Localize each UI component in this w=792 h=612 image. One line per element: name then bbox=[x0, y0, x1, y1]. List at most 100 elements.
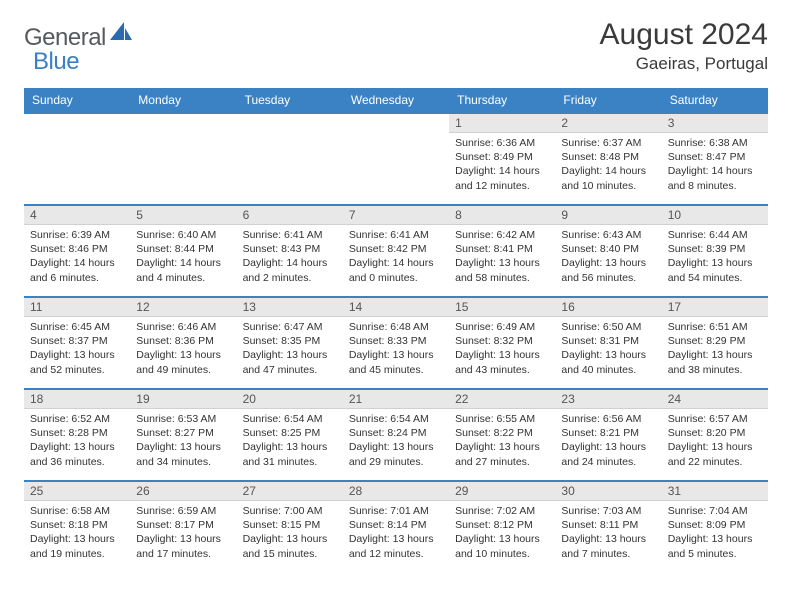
day-cell bbox=[24, 113, 130, 205]
day-content: Sunrise: 6:37 AMSunset: 8:48 PMDaylight:… bbox=[555, 133, 661, 197]
day-number: 20 bbox=[237, 390, 343, 409]
day-line-dl1: Daylight: 13 hours bbox=[668, 256, 762, 270]
day-line-ss: Sunset: 8:47 PM bbox=[668, 150, 762, 164]
day-content: Sunrise: 6:49 AMSunset: 8:32 PMDaylight:… bbox=[449, 317, 555, 381]
day-content: Sunrise: 6:51 AMSunset: 8:29 PMDaylight:… bbox=[662, 317, 768, 381]
day-line-sr: Sunrise: 6:47 AM bbox=[243, 320, 337, 334]
day-line-sr: Sunrise: 6:37 AM bbox=[561, 136, 655, 150]
day-line-sr: Sunrise: 6:58 AM bbox=[30, 504, 124, 518]
day-content: Sunrise: 6:40 AMSunset: 8:44 PMDaylight:… bbox=[130, 225, 236, 289]
day-content: Sunrise: 6:38 AMSunset: 8:47 PMDaylight:… bbox=[662, 133, 768, 197]
day-line-sr: Sunrise: 6:39 AM bbox=[30, 228, 124, 242]
day-line-dl1: Daylight: 13 hours bbox=[136, 532, 230, 546]
week-row: 18Sunrise: 6:52 AMSunset: 8:28 PMDayligh… bbox=[24, 389, 768, 481]
day-cell: 8Sunrise: 6:42 AMSunset: 8:41 PMDaylight… bbox=[449, 205, 555, 297]
day-line-dl1: Daylight: 13 hours bbox=[30, 532, 124, 546]
day-cell bbox=[130, 113, 236, 205]
day-number: 12 bbox=[130, 298, 236, 317]
day-content: Sunrise: 6:44 AMSunset: 8:39 PMDaylight:… bbox=[662, 225, 768, 289]
day-number: 2 bbox=[555, 114, 661, 133]
day-line-dl1: Daylight: 13 hours bbox=[668, 440, 762, 454]
day-line-ss: Sunset: 8:17 PM bbox=[136, 518, 230, 532]
day-number: 4 bbox=[24, 206, 130, 225]
day-line-dl1: Daylight: 13 hours bbox=[243, 348, 337, 362]
day-line-dl2: and 0 minutes. bbox=[349, 271, 443, 285]
day-line-ss: Sunset: 8:24 PM bbox=[349, 426, 443, 440]
day-line-ss: Sunset: 8:09 PM bbox=[668, 518, 762, 532]
day-content: Sunrise: 7:00 AMSunset: 8:15 PMDaylight:… bbox=[237, 501, 343, 565]
day-line-dl2: and 24 minutes. bbox=[561, 455, 655, 469]
day-line-ss: Sunset: 8:37 PM bbox=[30, 334, 124, 348]
day-number: 31 bbox=[662, 482, 768, 501]
day-cell: 15Sunrise: 6:49 AMSunset: 8:32 PMDayligh… bbox=[449, 297, 555, 389]
day-line-dl1: Daylight: 13 hours bbox=[455, 256, 549, 270]
day-line-ss: Sunset: 8:39 PM bbox=[668, 242, 762, 256]
day-line-ss: Sunset: 8:18 PM bbox=[30, 518, 124, 532]
day-cell: 13Sunrise: 6:47 AMSunset: 8:35 PMDayligh… bbox=[237, 297, 343, 389]
day-content: Sunrise: 6:54 AMSunset: 8:25 PMDaylight:… bbox=[237, 409, 343, 473]
day-line-ss: Sunset: 8:42 PM bbox=[349, 242, 443, 256]
day-cell: 26Sunrise: 6:59 AMSunset: 8:17 PMDayligh… bbox=[130, 481, 236, 573]
day-line-dl2: and 7 minutes. bbox=[561, 547, 655, 561]
day-line-sr: Sunrise: 6:44 AM bbox=[668, 228, 762, 242]
day-content: Sunrise: 7:02 AMSunset: 8:12 PMDaylight:… bbox=[449, 501, 555, 565]
day-line-ss: Sunset: 8:20 PM bbox=[668, 426, 762, 440]
day-cell: 4Sunrise: 6:39 AMSunset: 8:46 PMDaylight… bbox=[24, 205, 130, 297]
day-content: Sunrise: 6:46 AMSunset: 8:36 PMDaylight:… bbox=[130, 317, 236, 381]
day-line-ss: Sunset: 8:28 PM bbox=[30, 426, 124, 440]
weekday-header: Sunday bbox=[24, 88, 130, 113]
day-line-ss: Sunset: 8:41 PM bbox=[455, 242, 549, 256]
day-line-dl2: and 17 minutes. bbox=[136, 547, 230, 561]
day-number: 3 bbox=[662, 114, 768, 133]
day-line-dl1: Daylight: 13 hours bbox=[668, 532, 762, 546]
day-cell: 19Sunrise: 6:53 AMSunset: 8:27 PMDayligh… bbox=[130, 389, 236, 481]
week-row: 11Sunrise: 6:45 AMSunset: 8:37 PMDayligh… bbox=[24, 297, 768, 389]
weekday-header: Friday bbox=[555, 88, 661, 113]
day-line-dl2: and 31 minutes. bbox=[243, 455, 337, 469]
day-line-dl1: Daylight: 13 hours bbox=[136, 440, 230, 454]
day-line-ss: Sunset: 8:29 PM bbox=[668, 334, 762, 348]
day-content: Sunrise: 7:01 AMSunset: 8:14 PMDaylight:… bbox=[343, 501, 449, 565]
day-cell: 9Sunrise: 6:43 AMSunset: 8:40 PMDaylight… bbox=[555, 205, 661, 297]
week-row: 4Sunrise: 6:39 AMSunset: 8:46 PMDaylight… bbox=[24, 205, 768, 297]
day-content: Sunrise: 6:53 AMSunset: 8:27 PMDaylight:… bbox=[130, 409, 236, 473]
day-content: Sunrise: 6:57 AMSunset: 8:20 PMDaylight:… bbox=[662, 409, 768, 473]
day-line-ss: Sunset: 8:31 PM bbox=[561, 334, 655, 348]
day-number: 16 bbox=[555, 298, 661, 317]
weekday-header: Tuesday bbox=[237, 88, 343, 113]
day-line-dl2: and 12 minutes. bbox=[349, 547, 443, 561]
day-line-dl1: Daylight: 13 hours bbox=[243, 532, 337, 546]
day-cell: 22Sunrise: 6:55 AMSunset: 8:22 PMDayligh… bbox=[449, 389, 555, 481]
day-line-sr: Sunrise: 6:40 AM bbox=[136, 228, 230, 242]
day-line-dl2: and 5 minutes. bbox=[668, 547, 762, 561]
day-line-ss: Sunset: 8:48 PM bbox=[561, 150, 655, 164]
day-cell: 20Sunrise: 6:54 AMSunset: 8:25 PMDayligh… bbox=[237, 389, 343, 481]
day-line-ss: Sunset: 8:21 PM bbox=[561, 426, 655, 440]
day-line-dl1: Daylight: 14 hours bbox=[561, 164, 655, 178]
day-line-ss: Sunset: 8:12 PM bbox=[455, 518, 549, 532]
day-line-dl2: and 29 minutes. bbox=[349, 455, 443, 469]
day-cell: 21Sunrise: 6:54 AMSunset: 8:24 PMDayligh… bbox=[343, 389, 449, 481]
weekday-header-row: Sunday Monday Tuesday Wednesday Thursday… bbox=[24, 88, 768, 113]
day-line-ss: Sunset: 8:25 PM bbox=[243, 426, 337, 440]
day-number: 15 bbox=[449, 298, 555, 317]
day-cell: 23Sunrise: 6:56 AMSunset: 8:21 PMDayligh… bbox=[555, 389, 661, 481]
day-line-dl1: Daylight: 13 hours bbox=[561, 256, 655, 270]
day-number: 24 bbox=[662, 390, 768, 409]
logo-blue-wrap: Blue bbox=[33, 48, 79, 76]
day-number: 6 bbox=[237, 206, 343, 225]
day-cell: 25Sunrise: 6:58 AMSunset: 8:18 PMDayligh… bbox=[24, 481, 130, 573]
day-cell: 1Sunrise: 6:36 AMSunset: 8:49 PMDaylight… bbox=[449, 113, 555, 205]
day-number: 29 bbox=[449, 482, 555, 501]
day-content: Sunrise: 6:50 AMSunset: 8:31 PMDaylight:… bbox=[555, 317, 661, 381]
day-line-ss: Sunset: 8:32 PM bbox=[455, 334, 549, 348]
day-line-dl1: Daylight: 14 hours bbox=[136, 256, 230, 270]
day-line-dl2: and 38 minutes. bbox=[668, 363, 762, 377]
weekday-header: Wednesday bbox=[343, 88, 449, 113]
day-line-dl2: and 49 minutes. bbox=[136, 363, 230, 377]
day-content: Sunrise: 6:41 AMSunset: 8:43 PMDaylight:… bbox=[237, 225, 343, 289]
day-line-dl2: and 6 minutes. bbox=[30, 271, 124, 285]
day-content: Sunrise: 7:03 AMSunset: 8:11 PMDaylight:… bbox=[555, 501, 661, 565]
day-line-sr: Sunrise: 6:52 AM bbox=[30, 412, 124, 426]
day-content: Sunrise: 6:59 AMSunset: 8:17 PMDaylight:… bbox=[130, 501, 236, 565]
